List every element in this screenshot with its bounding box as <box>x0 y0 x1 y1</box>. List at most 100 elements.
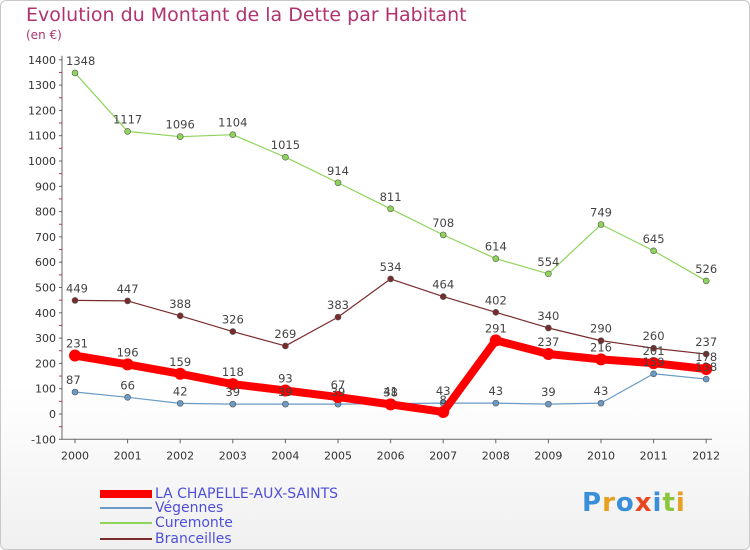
x-tick-label: 2008 <box>482 449 510 462</box>
y-tick-label: 200 <box>35 357 56 370</box>
chart-subtitle: (en €) <box>26 28 62 42</box>
data-point <box>387 205 394 213</box>
legend-swatch <box>100 490 152 498</box>
data-label: 138 <box>695 360 717 374</box>
data-point <box>332 391 344 404</box>
data-label: 39 <box>278 385 293 399</box>
data-point <box>229 328 237 335</box>
data-label: 260 <box>643 329 665 343</box>
data-label: 178 <box>695 350 717 364</box>
proxiti-logo: Proxiti <box>582 488 686 518</box>
data-label: 290 <box>590 322 612 336</box>
data-point <box>174 367 187 380</box>
data-label: 291 <box>485 321 507 335</box>
data-point <box>176 133 184 141</box>
data-label: 43 <box>594 384 609 398</box>
data-point <box>282 400 289 408</box>
data-point <box>650 247 657 255</box>
data-point <box>650 370 657 378</box>
data-label: 118 <box>222 365 244 379</box>
data-point <box>124 128 131 135</box>
data-label: 237 <box>695 335 717 349</box>
data-label: 39 <box>225 385 240 399</box>
y-tick-label: 700 <box>35 231 56 244</box>
data-label: 231 <box>66 337 88 351</box>
data-point <box>384 398 397 411</box>
data-point <box>439 231 447 239</box>
logo-letter: o <box>615 488 635 518</box>
legend-label: Curemonte <box>155 515 233 531</box>
legend-item-vegennes[interactable]: Végennes <box>100 500 223 516</box>
y-tick-label: 500 <box>35 282 56 295</box>
x-tick-label: 2004 <box>271 449 299 462</box>
x-tick-label: 2010 <box>587 449 615 462</box>
data-point <box>124 394 131 401</box>
y-tick-label: -100 <box>31 433 56 446</box>
y-tick-label: 100 <box>35 383 56 396</box>
data-label: 1015 <box>271 138 300 152</box>
x-tick-label: 2003 <box>219 449 247 462</box>
data-point <box>597 399 605 407</box>
legend-item-curemonte[interactable]: Curemonte <box>100 515 233 531</box>
y-tick-label: 1400 <box>28 54 56 67</box>
legend-item-branceilles[interactable]: Branceilles <box>100 531 232 547</box>
data-point <box>71 69 79 77</box>
legend-label: Végennes <box>155 500 224 516</box>
data-label: 526 <box>695 262 717 276</box>
data-point <box>121 358 134 371</box>
data-point <box>702 375 710 383</box>
data-point <box>439 293 447 300</box>
data-point <box>334 179 342 187</box>
y-tick-label: 1100 <box>28 130 56 143</box>
data-point <box>545 324 552 332</box>
data-point <box>542 348 555 361</box>
data-label: 38 <box>383 385 398 399</box>
data-point <box>282 153 289 161</box>
chart-title: Evolution du Montant de la Dette par Hab… <box>26 4 467 26</box>
data-point <box>545 270 552 278</box>
data-label: 269 <box>274 327 296 341</box>
data-label: 159 <box>643 355 665 369</box>
x-tick-label: 2002 <box>166 449 194 462</box>
data-label: 340 <box>537 309 559 323</box>
x-tick-label: 2006 <box>377 449 405 462</box>
x-tick-label: 2000 <box>61 449 89 462</box>
data-label: 449 <box>66 281 88 295</box>
data-label: 811 <box>380 190 402 204</box>
logo-letter: t <box>662 488 676 518</box>
data-label: 42 <box>173 384 188 398</box>
y-tick-label: 1000 <box>28 155 56 168</box>
data-label: 1117 <box>113 112 142 126</box>
data-label: 464 <box>432 278 454 292</box>
data-point <box>279 384 292 397</box>
logo-letter: i <box>652 488 663 518</box>
x-tick-label: 2009 <box>534 449 562 462</box>
data-label: 67 <box>331 378 346 392</box>
data-label: 87 <box>66 373 81 387</box>
data-point <box>69 349 81 362</box>
data-point <box>229 131 237 138</box>
y-tick-label: 900 <box>35 180 56 193</box>
x-tick-label: 2011 <box>640 449 668 462</box>
data-point <box>71 297 79 304</box>
legend-item-chapelle[interactable]: LA CHAPELLE-AUX-SAINTS <box>100 486 338 502</box>
data-label: 749 <box>590 206 612 220</box>
data-label: 41 <box>383 385 398 399</box>
y-tick-label: 300 <box>35 332 56 345</box>
data-label: 8 <box>440 393 447 407</box>
y-tick-label: 1200 <box>28 104 56 117</box>
data-label: 388 <box>169 297 191 311</box>
logo-letter: P <box>582 488 603 518</box>
data-label: 196 <box>117 345 139 359</box>
data-point <box>647 357 660 370</box>
data-label: 216 <box>590 340 612 354</box>
data-label: 326 <box>222 313 244 327</box>
data-point <box>702 350 710 358</box>
data-label: 534 <box>380 260 402 274</box>
data-point <box>282 342 289 350</box>
data-point <box>595 353 607 366</box>
data-label: 614 <box>485 240 507 254</box>
data-label: 201 <box>643 344 665 358</box>
data-label: 708 <box>432 216 454 230</box>
